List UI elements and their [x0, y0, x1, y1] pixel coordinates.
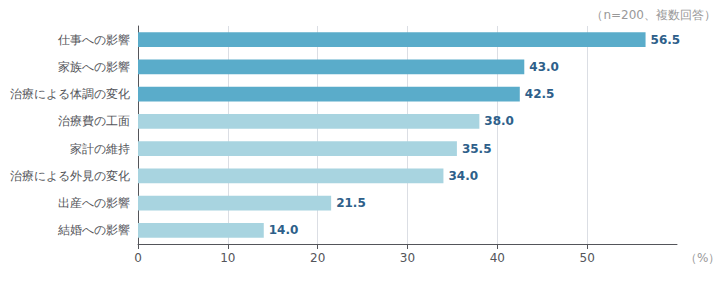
svg-text:34.0: 34.0 [448, 169, 478, 183]
svg-text:0: 0 [134, 251, 142, 265]
svg-text:出産への影響: 出産への影響 [58, 196, 130, 210]
svg-text:21.5: 21.5 [336, 196, 366, 210]
svg-text:30: 30 [400, 251, 415, 265]
svg-text:35.5: 35.5 [462, 142, 492, 156]
svg-text:（n=200、複数回答）: （n=200、複数回答） [591, 8, 716, 22]
svg-text:56.5: 56.5 [651, 33, 681, 47]
svg-text:治療による外見の変化: 治療による外見の変化 [10, 169, 130, 183]
svg-text:家計の維持: 家計の維持 [70, 142, 130, 156]
svg-text:43.0: 43.0 [529, 60, 559, 74]
svg-text:結婚への影響: 結婚への影響 [57, 223, 130, 237]
svg-text:10: 10 [220, 251, 235, 265]
svg-text:仕事への影響: 仕事への影響 [57, 33, 130, 47]
svg-text:38.0: 38.0 [484, 114, 514, 128]
svg-text:家族への影響: 家族への影響 [58, 60, 130, 74]
svg-text:（%）: （%） [685, 251, 720, 265]
svg-text:治療による体調の変化: 治療による体調の変化 [10, 87, 130, 101]
svg-text:20: 20 [310, 251, 325, 265]
svg-text:40: 40 [490, 251, 505, 265]
svg-text:42.5: 42.5 [525, 87, 555, 101]
svg-text:14.0: 14.0 [269, 223, 299, 237]
svg-text:治療費の工面: 治療費の工面 [58, 114, 130, 128]
svg-text:50: 50 [580, 251, 595, 265]
